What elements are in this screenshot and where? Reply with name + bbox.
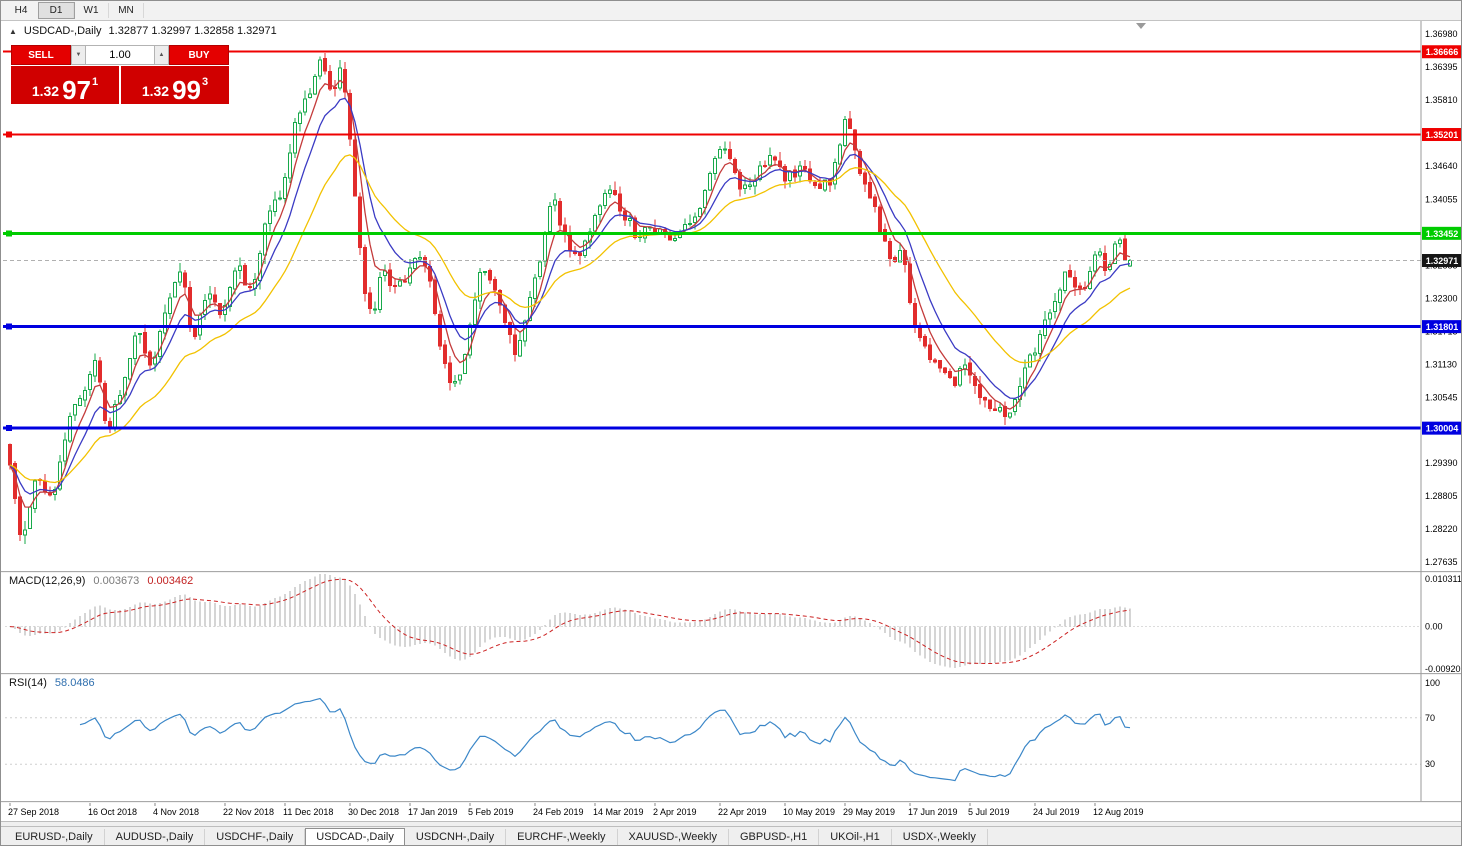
chart-tab-usdcaddaily[interactable]: USDCAD-,Daily xyxy=(305,828,405,845)
svg-text:1.31801: 1.31801 xyxy=(1426,322,1459,332)
svg-text:16 Oct 2018: 16 Oct 2018 xyxy=(88,807,137,817)
macd-name: MACD(12,26,9) xyxy=(9,575,86,587)
svg-text:1.28220: 1.28220 xyxy=(1425,524,1458,534)
macd-main-value: 0.003673 xyxy=(93,575,140,587)
svg-text:1.34640: 1.34640 xyxy=(1425,161,1458,171)
svg-text:11 Dec 2018: 11 Dec 2018 xyxy=(283,807,333,817)
svg-text:1.36666: 1.36666 xyxy=(1426,47,1459,57)
sell-price-main: 1.32 xyxy=(31,83,60,99)
rsi-indicator-label: RSI(14) 58.0486 xyxy=(9,677,95,689)
svg-text:1.31130: 1.31130 xyxy=(1425,360,1457,370)
svg-text:12 Aug 2019: 12 Aug 2019 xyxy=(1093,807,1144,817)
svg-text:27 Sep 2018: 27 Sep 2018 xyxy=(8,807,59,817)
sell-price-panel[interactable]: 1.32 97 1 xyxy=(11,66,119,104)
svg-text:-0.009201: -0.009201 xyxy=(1425,664,1462,674)
timeframe-button-h4[interactable]: H4 xyxy=(4,3,39,18)
chart-tab-audusddaily[interactable]: AUDUSD-,Daily xyxy=(105,829,206,845)
chart-tab-gbpusdh1[interactable]: GBPUSD-,H1 xyxy=(729,829,820,845)
svg-text:1.28805: 1.28805 xyxy=(1425,491,1458,501)
volume-decrease-icon[interactable]: ▼ xyxy=(71,45,86,65)
timeframe-button-d1[interactable]: D1 xyxy=(38,2,75,19)
svg-text:1.27635: 1.27635 xyxy=(1425,557,1458,567)
svg-text:0.00: 0.00 xyxy=(1425,622,1443,632)
horizontal-level-lines[interactable] xyxy=(3,50,1421,432)
volume-input[interactable]: 1.00 xyxy=(86,45,154,65)
svg-text:22 Nov 2018: 22 Nov 2018 xyxy=(223,807,274,817)
svg-text:1.35810: 1.35810 xyxy=(1425,95,1458,105)
chart-tab-usdchfdaily[interactable]: USDCHF-,Daily xyxy=(205,829,306,845)
svg-text:1.32971: 1.32971 xyxy=(1426,256,1459,266)
sell-price-sup: 1 xyxy=(92,76,99,88)
chart-tab-usdxweekly[interactable]: USDX-,Weekly xyxy=(892,829,988,845)
timeframe-toolbar: H4 D1 W1 MN xyxy=(1,1,1461,21)
svg-text:17 Jan 2019: 17 Jan 2019 xyxy=(408,807,458,817)
svg-text:22 Apr 2019: 22 Apr 2019 xyxy=(718,807,767,817)
chart-tab-eurchfweekly[interactable]: EURCHF-,Weekly xyxy=(506,829,618,845)
buy-button[interactable]: BUY xyxy=(169,45,229,65)
rsi-name: RSI(14) xyxy=(9,677,47,689)
chart-title: ▲ USDCAD-,Daily 1.32877 1.32997 1.32858 … xyxy=(9,25,277,37)
svg-text:1.35201: 1.35201 xyxy=(1426,130,1459,140)
svg-text:1.29390: 1.29390 xyxy=(1425,458,1458,468)
svg-text:1.36395: 1.36395 xyxy=(1425,62,1458,72)
buy-price-sup: 3 xyxy=(202,76,209,88)
chart-symbol-label: USDCAD-,Daily xyxy=(23,25,102,37)
svg-text:14 Mar 2019: 14 Mar 2019 xyxy=(593,807,644,817)
chart-ohlc-values: 1.32877 1.32997 1.32858 1.32971 xyxy=(108,25,277,37)
buy-price-panel[interactable]: 1.32 99 3 xyxy=(121,66,229,104)
one-click-trading-panel: SELL ▼ 1.00 ▲ BUY 1.32 97 1 1.32 99 3 xyxy=(11,45,229,104)
svg-text:5 Jul 2019: 5 Jul 2019 xyxy=(968,807,1010,817)
sell-button[interactable]: SELL xyxy=(11,45,71,65)
buy-price-big: 99 xyxy=(172,74,202,105)
svg-text:30 Dec 2018: 30 Dec 2018 xyxy=(348,807,399,817)
chart-tab-xauusdweekly[interactable]: XAUUSD-,Weekly xyxy=(618,829,729,845)
svg-text:5 Feb 2019: 5 Feb 2019 xyxy=(468,807,514,817)
timeframe-button-mn[interactable]: MN xyxy=(109,3,144,18)
chart-tab-usdcnhdaily[interactable]: USDCNH-,Daily xyxy=(405,829,507,845)
svg-text:70: 70 xyxy=(1425,713,1435,723)
chart-tab-ukoilh1[interactable]: UKOil-,H1 xyxy=(819,829,892,845)
svg-text:100: 100 xyxy=(1425,678,1440,688)
svg-text:1.30545: 1.30545 xyxy=(1425,393,1458,403)
svg-text:4 Nov 2018: 4 Nov 2018 xyxy=(153,807,199,817)
svg-text:30: 30 xyxy=(1425,759,1435,769)
svg-text:1.32300: 1.32300 xyxy=(1425,293,1458,303)
sell-price-big: 97 xyxy=(62,74,92,105)
chart-shift-marker-icon[interactable] xyxy=(1136,23,1146,29)
svg-text:1.30004: 1.30004 xyxy=(1426,424,1459,434)
timeframe-button-w1[interactable]: W1 xyxy=(74,3,109,18)
svg-text:17 Jun 2019: 17 Jun 2019 xyxy=(908,807,958,817)
buy-price-main: 1.32 xyxy=(141,83,170,99)
macd-indicator-label: MACD(12,26,9) 0.003673 0.003462 xyxy=(9,575,193,587)
svg-text:0.010311: 0.010311 xyxy=(1425,574,1462,584)
svg-text:10 May 2019: 10 May 2019 xyxy=(783,807,835,817)
collapse-panel-icon[interactable]: ▲ xyxy=(9,26,17,36)
rsi-panel: 100 70 30 xyxy=(5,678,1440,782)
svg-text:2 Apr 2019: 2 Apr 2019 xyxy=(653,807,697,817)
chart-tab-bar: EURUSD-,Daily AUDUSD-,Daily USDCHF-,Daily U… xyxy=(1,826,1461,845)
chart-tab-eurusddaily[interactable]: EURUSD-,Daily xyxy=(4,829,105,845)
macd-panel: 0.010311 0.00 -0.009201 xyxy=(5,573,1462,674)
svg-text:1.33452: 1.33452 xyxy=(1426,229,1459,239)
svg-text:29 May 2019: 29 May 2019 xyxy=(843,807,895,817)
volume-increase-icon[interactable]: ▲ xyxy=(154,45,169,65)
svg-text:24 Feb 2019: 24 Feb 2019 xyxy=(533,807,584,817)
rsi-value: 58.0486 xyxy=(54,677,95,689)
macd-signal-value: 0.003462 xyxy=(147,575,194,587)
svg-text:24 Jul 2019: 24 Jul 2019 xyxy=(1033,807,1080,817)
svg-text:1.36980: 1.36980 xyxy=(1425,29,1458,39)
price-axis-badges: 1.36666 1.35201 1.33452 1.31801 1.30004 1.329… xyxy=(1422,45,1461,435)
svg-text:1.34055: 1.34055 xyxy=(1425,194,1458,204)
